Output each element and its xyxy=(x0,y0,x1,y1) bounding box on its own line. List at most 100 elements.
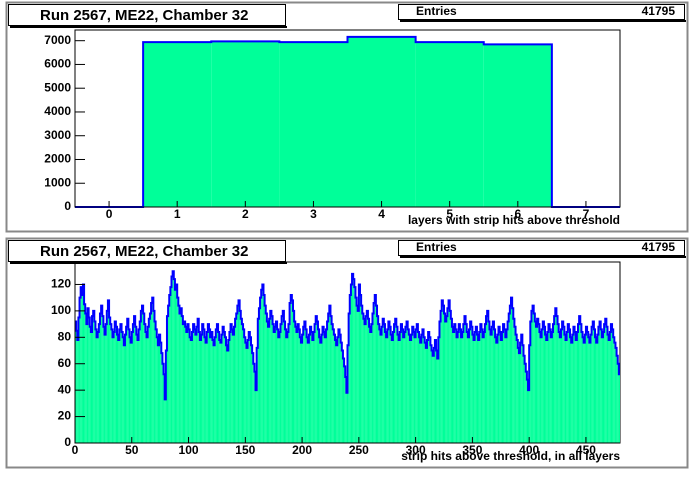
bar xyxy=(304,321,306,443)
bar xyxy=(445,321,447,443)
bar xyxy=(557,324,559,443)
bar xyxy=(327,321,329,443)
title-box xyxy=(8,240,286,262)
bar xyxy=(361,305,363,443)
bar xyxy=(588,337,590,443)
bar xyxy=(509,305,511,443)
bar xyxy=(282,310,284,443)
bar xyxy=(576,332,578,443)
bar xyxy=(325,329,328,443)
bar xyxy=(147,326,149,443)
bar xyxy=(340,342,342,443)
bar xyxy=(449,310,451,443)
x-tick-label: 250 xyxy=(349,443,369,457)
bar xyxy=(184,321,186,443)
bar xyxy=(428,332,430,443)
y-tick-label: 7000 xyxy=(44,33,71,47)
bar xyxy=(78,317,80,443)
bar xyxy=(500,339,502,443)
bar xyxy=(599,321,601,443)
bar xyxy=(504,329,506,443)
bar xyxy=(512,308,514,443)
bar xyxy=(481,329,483,443)
bar xyxy=(364,324,366,443)
bar xyxy=(532,305,534,443)
bar xyxy=(568,329,571,443)
bar xyxy=(366,310,368,443)
bar xyxy=(235,318,237,443)
bar xyxy=(347,345,349,443)
bar xyxy=(480,324,482,443)
x-tick-label: 400 xyxy=(519,443,539,457)
bar xyxy=(121,332,123,443)
bar xyxy=(412,326,414,443)
bar xyxy=(580,324,582,443)
bar xyxy=(497,334,499,443)
bar xyxy=(212,339,214,443)
y-tick-label: 1000 xyxy=(44,175,71,189)
y-tick-label: 0 xyxy=(64,435,71,449)
bar xyxy=(131,332,133,443)
bar xyxy=(400,324,402,443)
bar xyxy=(203,329,205,443)
bar xyxy=(109,317,111,443)
bar xyxy=(128,329,130,443)
bar xyxy=(305,329,307,443)
histogram-outline xyxy=(75,35,620,208)
bar xyxy=(483,44,552,207)
bar xyxy=(426,339,429,443)
bar xyxy=(362,313,364,443)
bar xyxy=(612,329,614,443)
bar xyxy=(274,326,276,443)
bar xyxy=(553,324,555,443)
bar xyxy=(244,337,246,443)
bar xyxy=(285,329,287,443)
bar xyxy=(187,324,189,443)
bar xyxy=(143,42,212,208)
bar xyxy=(335,339,337,443)
bar xyxy=(531,310,533,443)
bar xyxy=(257,318,259,443)
bar xyxy=(179,313,181,443)
bar xyxy=(255,390,257,443)
bar xyxy=(563,326,565,443)
bar xyxy=(107,300,110,443)
x-tick-label: 2 xyxy=(242,207,249,221)
bar xyxy=(95,329,97,443)
bar xyxy=(232,334,234,443)
x-tick-label: 3 xyxy=(310,207,317,221)
bar xyxy=(169,295,171,443)
bar xyxy=(537,318,539,443)
bar xyxy=(442,305,445,443)
bar xyxy=(541,329,543,443)
bar xyxy=(605,318,607,443)
bar xyxy=(170,287,172,443)
bar xyxy=(600,329,602,443)
bar xyxy=(574,332,576,443)
bar xyxy=(202,324,204,443)
bar xyxy=(419,337,421,443)
bar xyxy=(387,329,389,443)
bar xyxy=(218,332,220,443)
bar xyxy=(256,347,258,443)
bar xyxy=(533,313,535,443)
bar xyxy=(587,332,589,443)
bar xyxy=(416,324,418,443)
bar xyxy=(390,334,392,443)
bar xyxy=(383,324,385,443)
bar xyxy=(237,305,239,443)
bar xyxy=(92,316,94,443)
bar xyxy=(542,321,544,443)
bar xyxy=(338,329,340,443)
bar xyxy=(124,334,127,443)
bar xyxy=(110,324,112,443)
bar xyxy=(75,321,77,443)
bar xyxy=(289,302,291,443)
bar xyxy=(79,297,81,443)
bar xyxy=(363,318,365,443)
y-tick-label: 0 xyxy=(64,199,71,213)
bar xyxy=(122,337,124,443)
bar xyxy=(373,302,375,443)
bar xyxy=(358,284,360,443)
bar xyxy=(341,350,343,443)
